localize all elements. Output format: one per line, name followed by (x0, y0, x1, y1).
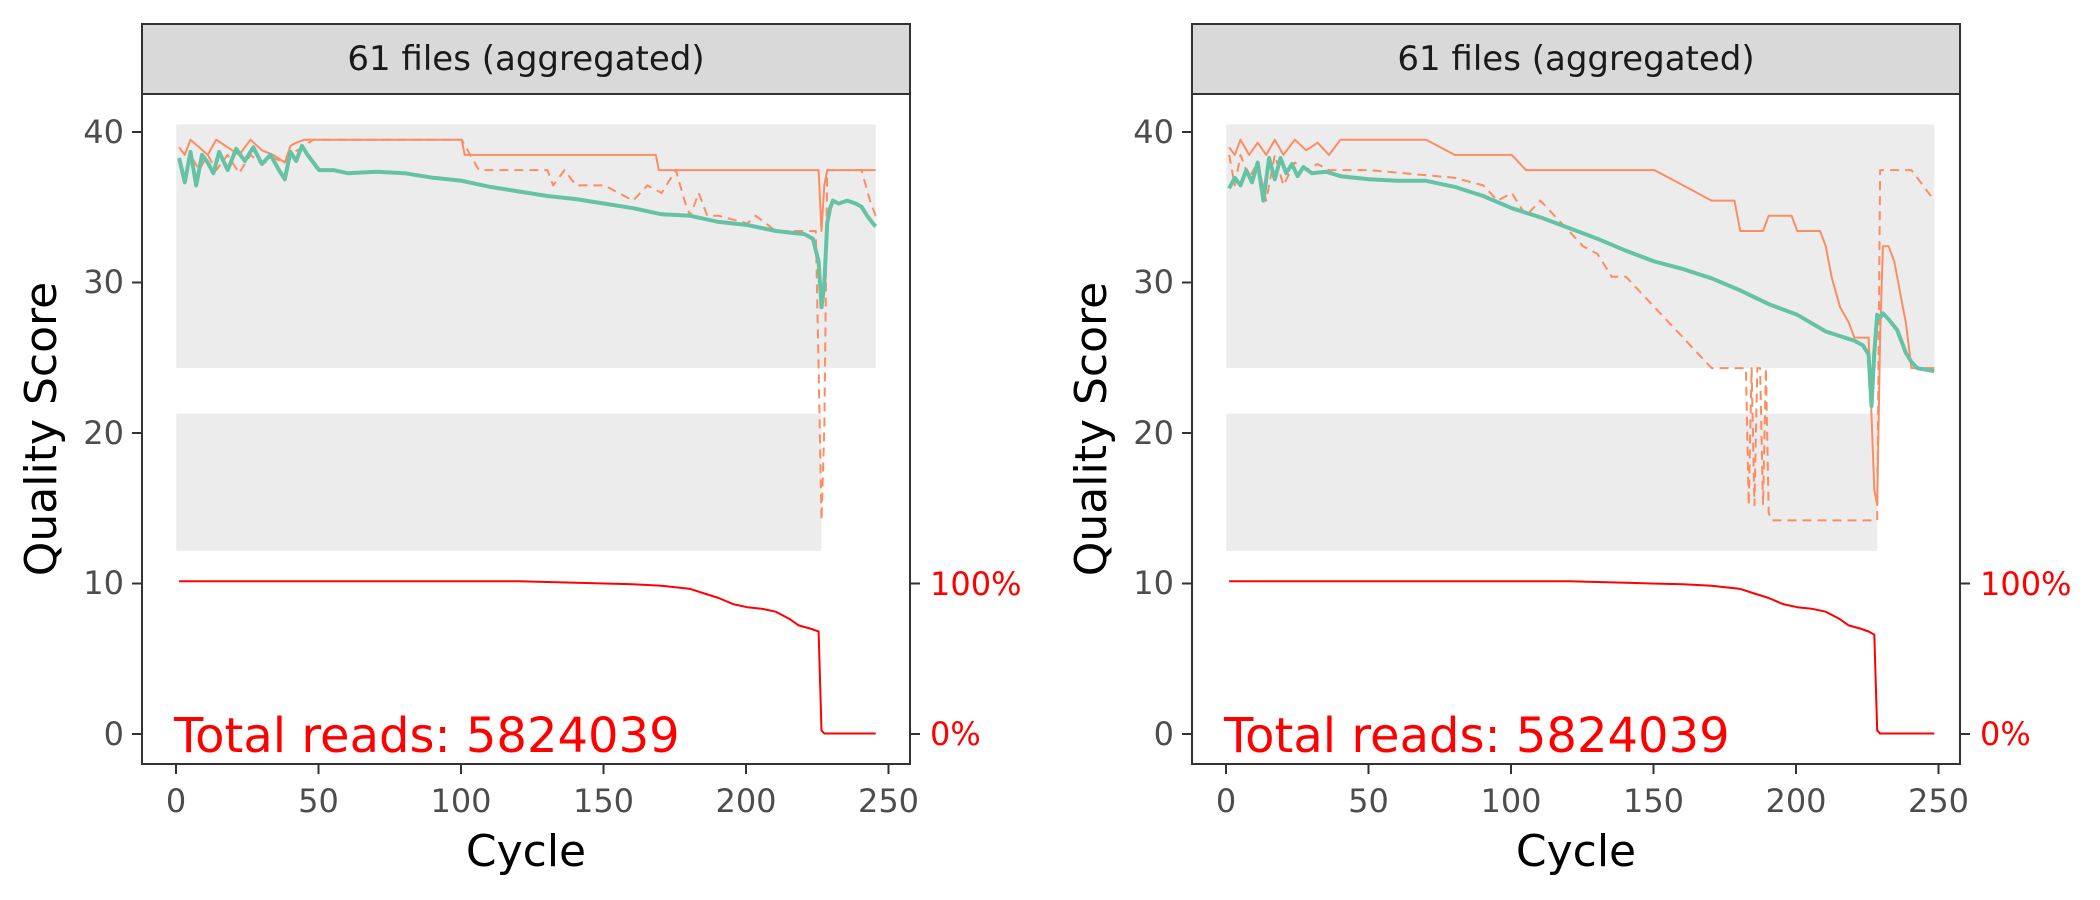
total-reads-annotation: Total reads: 5824039 (1223, 708, 1730, 764)
pct-label-0: 0% (930, 715, 981, 753)
panel-1-y-axis: 0 10 20 30 40 Quality Score (16, 113, 142, 753)
panel-1-cumulative-axis: 100% 0% (910, 565, 1021, 753)
mean-series-line (177, 143, 878, 310)
pct-label-100: 100% (930, 565, 1021, 603)
panel-2-strip (1191, 23, 1961, 95)
y-tick-label: 0 (104, 715, 124, 753)
pct-label-0: 0% (1980, 715, 2031, 753)
y-tick-label: 40 (1133, 113, 1174, 151)
panel-2-cumulative-axis: 100% 0% (1960, 565, 2071, 753)
cumulative-series-line (1229, 580, 1935, 735)
panel-1-title: 61 files (aggregated) (347, 39, 704, 79)
panel-2: 61 files (aggregated) 0 10 20 30 40 Qual… (1066, 23, 2071, 877)
x-tick-label: 50 (298, 782, 339, 820)
panel-1-plot-frame (141, 93, 911, 765)
total-reads-annotation: Total reads: 5824039 (173, 708, 680, 764)
panel-2-heatmap (1226, 124, 1935, 551)
x-tick-label: 200 (1765, 782, 1826, 820)
panel-1-series (177, 138, 878, 735)
x-tick-label: 100 (1480, 782, 1541, 820)
panel-2-series (1227, 138, 1936, 735)
y-axis-title: Quality Score (16, 282, 67, 576)
quartile-solid-series-line (178, 138, 876, 232)
x-tick-label: 150 (573, 782, 634, 820)
cumulative-series-line (179, 580, 876, 735)
panel-1-x-axis: 0 50 100 150 200 250 Cycle (166, 764, 919, 877)
heatmap-band (176, 124, 876, 369)
panel-2-plot-frame (1191, 93, 1961, 765)
y-tick-label: 10 (1133, 564, 1174, 602)
panel-1-strip (141, 23, 911, 95)
panel-2-x-axis: 0 50 100 150 200 250 Cycle (1216, 764, 1969, 877)
y-axis-title: Quality Score (1066, 282, 1117, 576)
y-tick-label: 0 (1154, 715, 1174, 753)
x-tick-label: 250 (1908, 782, 1969, 820)
pct-label-100: 100% (1980, 565, 2071, 603)
heatmap-band (1226, 413, 1878, 551)
mean-series-line (1227, 156, 1935, 409)
x-tick-label: 250 (858, 782, 919, 820)
x-tick-label: 0 (166, 782, 186, 820)
panel-1: 61 files (aggregated) 0 10 20 30 40 Qual… (16, 23, 1021, 877)
y-tick-label: 20 (83, 414, 124, 452)
heatmap-band (176, 413, 822, 551)
x-tick-label: 200 (715, 782, 776, 820)
panel-2-title: 61 files (aggregated) (1397, 39, 1754, 79)
y-tick-label: 10 (83, 564, 124, 602)
panel-2-y-axis: 0 10 20 30 40 Quality Score (1066, 113, 1192, 753)
x-axis-title: Cycle (1516, 826, 1636, 877)
y-tick-label: 40 (83, 113, 124, 151)
x-axis-title: Cycle (466, 826, 586, 877)
x-tick-label: 0 (1216, 782, 1236, 820)
quartile-solid-series-line (1228, 138, 1935, 507)
x-tick-label: 50 (1348, 782, 1389, 820)
y-tick-label: 30 (83, 263, 124, 301)
y-tick-label: 20 (1133, 414, 1174, 452)
x-tick-label: 100 (430, 782, 491, 820)
x-tick-label: 150 (1623, 782, 1684, 820)
y-tick-label: 30 (1133, 263, 1174, 301)
panel-1-heatmap (176, 124, 876, 551)
